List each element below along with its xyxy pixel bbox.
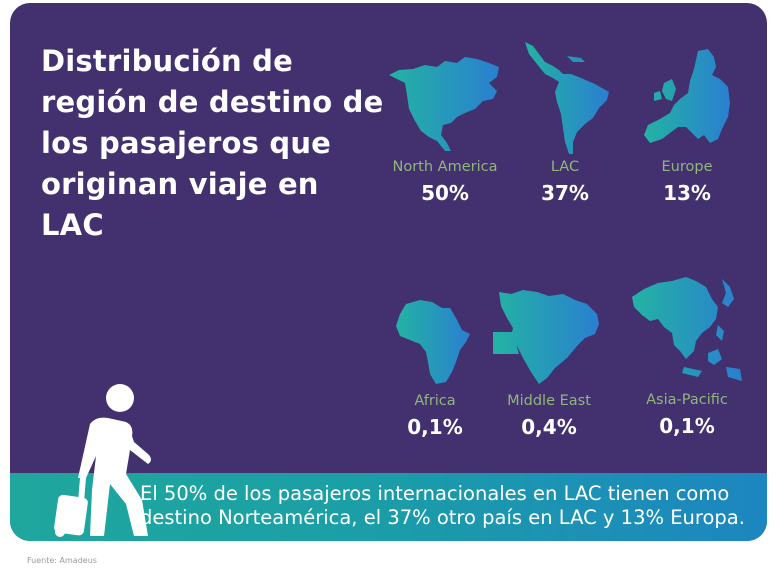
region-label: Middle East: [507, 393, 591, 409]
region-middle-east: Middle East 0,4%: [484, 288, 614, 440]
africa-map-icon: [396, 300, 470, 384]
page-title: Distribución de región de destino de los…: [41, 44, 384, 242]
region-value: 0,4%: [521, 415, 577, 439]
region-label: Europe: [661, 159, 713, 175]
region-label: Africa: [414, 393, 456, 409]
infographic-card: Distribución de región de destino de los…: [10, 3, 767, 541]
region-label: LAC: [550, 159, 580, 175]
source-note: Fuente: Amadeus: [27, 556, 97, 565]
asia-pacific-map-icon: [632, 277, 742, 381]
latin-america-map-icon: [525, 42, 609, 154]
region-asia-pacific: Asia-Pacific 0,1%: [622, 271, 752, 439]
region-value: 50%: [421, 181, 469, 205]
region-value: 13%: [663, 181, 711, 205]
region-value: 0,1%: [659, 414, 715, 438]
region-north-america: North America 50%: [380, 43, 510, 206]
europe-map-icon: [644, 49, 730, 143]
summary-text: El 50% de los pasajeros internacionales …: [140, 482, 745, 529]
region-label: North America: [392, 159, 498, 175]
region-europe: Europe 13%: [622, 43, 752, 206]
region-value: 0,1%: [407, 415, 463, 439]
region-value: 37%: [541, 181, 589, 205]
north-america-map-icon: [389, 57, 499, 151]
traveler-with-suitcase-icon: [54, 384, 151, 537]
region-africa: Africa 0,1%: [370, 290, 500, 440]
region-lac: LAC 37%: [500, 38, 630, 206]
region-label: Asia-Pacific: [646, 392, 728, 408]
middle-east-map-icon: [493, 290, 599, 384]
